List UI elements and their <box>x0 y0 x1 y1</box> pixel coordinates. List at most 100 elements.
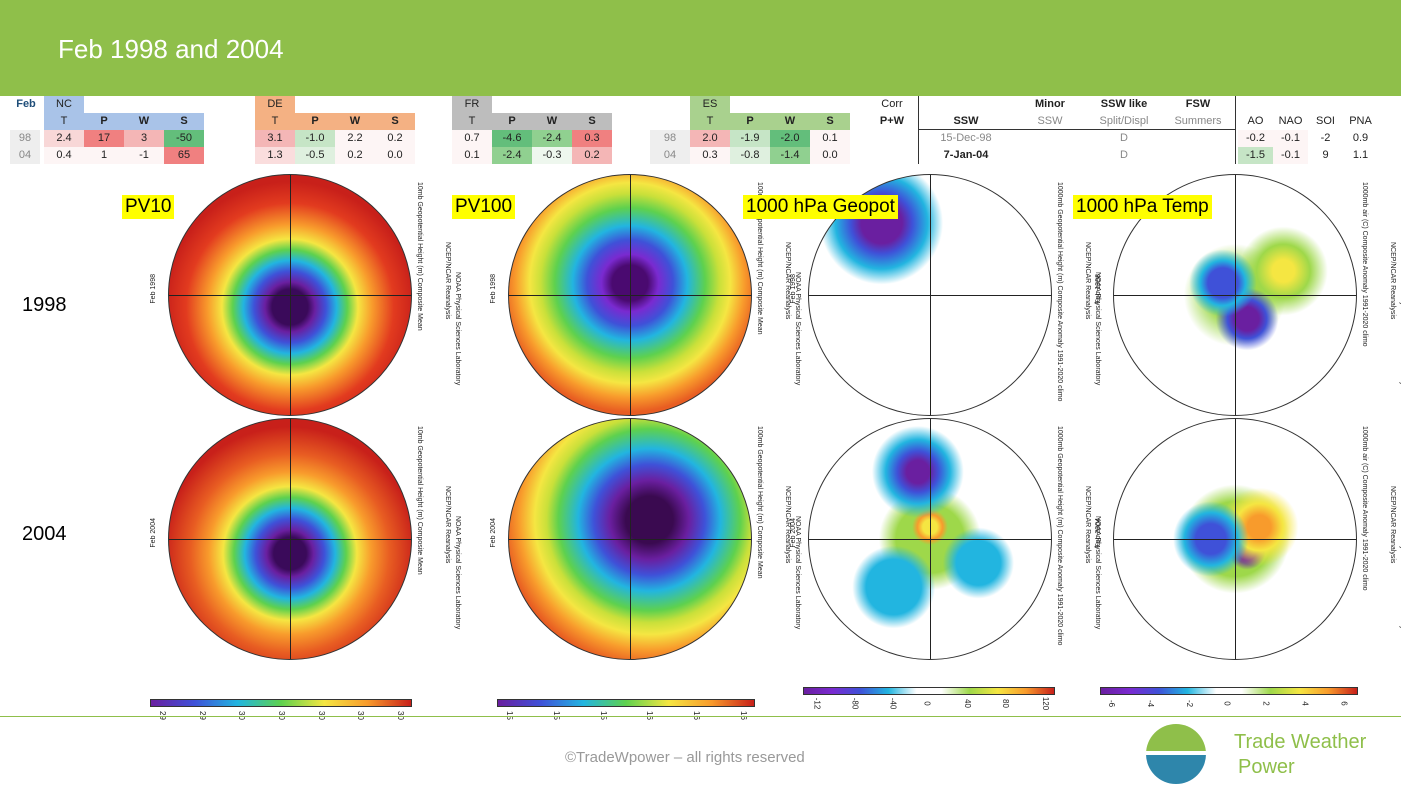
table-cell: 3 <box>124 130 164 147</box>
table-cell: -2.4 <box>532 130 572 147</box>
data-table: Feb 98 04 NC T P W S 2.4 17 3 -50 0.4 1 -1 65 DE T P W S 3… <box>0 96 1401 166</box>
panel-description: 1000mb air (C) Composite Anomaly 1991-20… <box>1361 426 1368 591</box>
table-cell: 17 <box>84 130 124 147</box>
index-cell: -0.1 <box>1273 130 1308 147</box>
panel-description: 1000mb Geopotential Height (m) Composite… <box>1056 426 1063 646</box>
parallel-line <box>169 295 411 296</box>
index-cell: -0.1 <box>1273 147 1308 164</box>
col-header: T <box>452 113 492 130</box>
panel-label-pv100: PV100 <box>452 195 516 219</box>
parallel-line <box>169 539 411 540</box>
parallel-line <box>1114 295 1356 296</box>
credit-text: NCEP/NCAR Reanalysis <box>444 486 451 564</box>
colorbar-tick: -80 <box>850 697 860 710</box>
year-98: 98 <box>10 130 40 147</box>
panel-label-temp: 1000 hPa Temp <box>1073 195 1212 219</box>
index-header: AO <box>1247 115 1264 127</box>
table-cell: -50 <box>164 130 204 147</box>
colorbar-tick: -40 <box>888 697 898 710</box>
colorbar-tick: -6 <box>1107 699 1117 708</box>
logo-text-line2: Power <box>1238 756 1295 778</box>
credit-text: NCEP/NCAR Reanalysis <box>784 486 791 564</box>
ssw-header: FSW <box>1185 98 1211 110</box>
index-cell: 1.1 <box>1352 149 1369 161</box>
panel-description: 1000mb Geopotential Height (m) Composite… <box>1056 182 1063 402</box>
lab-text: NOAA Physical Sciences Laboratory <box>454 516 461 630</box>
map-globe <box>168 174 412 416</box>
feb-year-label: Feb 2004 <box>490 518 497 548</box>
table-cell: -2.0 <box>770 130 810 147</box>
col-header: T <box>44 113 84 130</box>
year-98-es: 98 <box>650 130 690 147</box>
colorbar-tick: 0 <box>1222 701 1232 706</box>
map-globe <box>808 174 1052 416</box>
lab-text: NOAA Physical Sciences Laboratory <box>1094 516 1101 630</box>
panel-description: 100mb Geopotential Height (m) Composite … <box>756 426 763 579</box>
ssw-cell <box>1161 130 1235 147</box>
ssw-header: Minor <box>1035 98 1065 110</box>
header-bar: Feb 1998 and 2004 <box>0 0 1401 96</box>
table-cell: -0.3 <box>532 147 572 164</box>
colorbar-tick: 40 <box>962 699 972 708</box>
map-globe <box>1113 418 1357 660</box>
table-cell: -0.5 <box>295 147 335 164</box>
table-cell: -1 <box>124 147 164 164</box>
table-cell: 2.0 <box>690 130 730 147</box>
table-cell: -1.9 <box>730 130 770 147</box>
year-04: 04 <box>10 147 40 164</box>
map-globe <box>508 418 752 660</box>
feb-year-label: Feb 1998 <box>150 274 157 304</box>
table-cell: 0.7 <box>452 130 492 147</box>
table-cell: 1 <box>84 147 124 164</box>
ssw-subheader: SSW <box>1013 113 1087 130</box>
col-header: S <box>810 113 850 130</box>
table-cell: 0.3 <box>572 130 612 147</box>
parallel-line <box>809 539 1051 540</box>
lab-text: NOAA Physical Sciences Laboratory <box>794 272 801 386</box>
lab-text: NOAA Physical Sciences Laboratory <box>1399 272 1401 386</box>
ssw-subheader: Summers <box>1161 113 1235 130</box>
col-header: P <box>730 113 770 130</box>
index-cell: 9 <box>1322 149 1329 161</box>
region-name-es: ES <box>690 96 730 113</box>
panel-label-geopot: 1000 hPa Geopot <box>743 195 898 219</box>
col-header: W <box>532 113 572 130</box>
table-cell: -4.6 <box>492 130 532 147</box>
logo-text-line1: Trade Weather <box>1234 731 1367 753</box>
col-header: S <box>572 113 612 130</box>
parallel-line <box>809 295 1051 296</box>
table-cell: -2.4 <box>492 147 532 164</box>
colorbar-tick: 0 <box>922 701 932 706</box>
panel-description: 1000mb air (C) Composite Anomaly 1991-20… <box>1361 182 1368 347</box>
panel-description: 10mb Geopotential Height (m) Composite M… <box>416 426 423 575</box>
feb-label: Feb <box>16 98 36 110</box>
feb-year-label: Feb 1998 <box>490 274 497 304</box>
feb-year-label: Feb 2004 <box>150 518 157 548</box>
ssw-header: SSW like <box>1100 98 1148 110</box>
lab-text: NOAA Physical Sciences Laboratory <box>1094 272 1101 386</box>
ssw-cell: 7-Jan-04 <box>943 149 989 161</box>
col-header: T <box>255 113 295 130</box>
credit-text: NCEP/NCAR Reanalysis <box>444 242 451 320</box>
col-header: W <box>770 113 810 130</box>
panel-label-pv10: PV10 <box>122 195 175 219</box>
ssw-header: SSW <box>953 115 979 127</box>
col-header: S <box>375 113 415 130</box>
table-cell: 0.4 <box>44 147 84 164</box>
colorbar-tick: 6 <box>1339 701 1349 706</box>
map-globe <box>508 174 752 416</box>
col-header: T <box>690 113 730 130</box>
table-cell: 3.1 <box>255 130 295 147</box>
colorbar-tick: -2 <box>1185 699 1195 708</box>
index-header: PNA <box>1349 115 1372 127</box>
colorbar <box>150 699 412 707</box>
panel-description: 100mb Geopotential Height (m) Composite … <box>756 182 763 335</box>
ssw-cell <box>1161 147 1235 164</box>
footer-divider <box>0 716 1401 717</box>
ssw-cell: 15-Dec-98 <box>940 132 992 144</box>
table-cell: 0.1 <box>810 130 850 147</box>
col-header: W <box>124 113 164 130</box>
col-header: P <box>295 113 335 130</box>
lab-text: NOAA Physical Sciences Laboratory <box>454 272 461 386</box>
colorbar-tick: -4 <box>1146 699 1156 708</box>
